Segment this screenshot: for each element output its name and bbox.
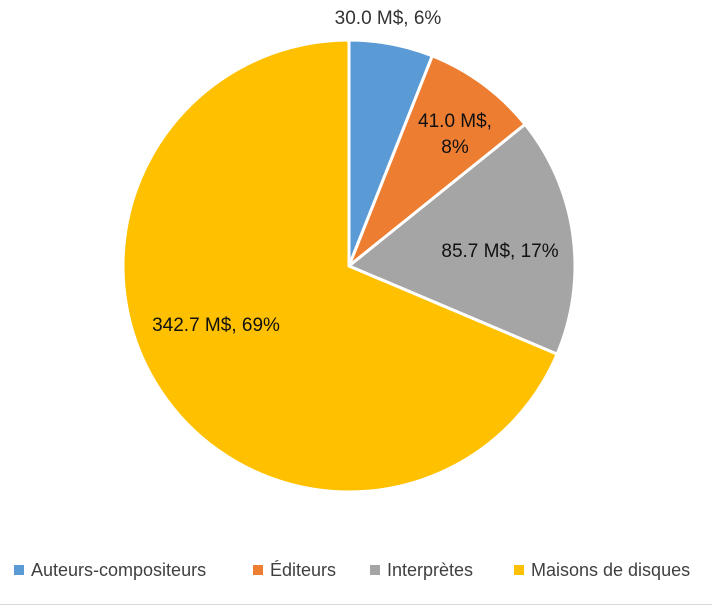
pie-slice-editeurs	[345, 53, 528, 271]
legend-swatch-auteurs-compositeurs	[14, 565, 24, 575]
legend-swatch-interpretes	[370, 565, 380, 575]
legend-swatch-maisons-de-disques	[514, 565, 524, 575]
legend: Auteurs-compositeurs Éditeurs Interprètes M…	[14, 560, 690, 580]
bottom-divider	[0, 604, 712, 605]
data-label-auteurs-compositeurs: 30.0 M$, 6%	[335, 8, 442, 29]
data-label-maisons-de-disques: 342.7 M$, 69%	[152, 315, 280, 336]
legend-label-editeurs: Éditeurs	[270, 560, 336, 580]
legend-swatch-editeurs	[253, 565, 263, 575]
data-labels-group: 30.0 M$, 6% 41.0 M$, 8% 85.7 M$, 17% 342.7 M…	[152, 8, 559, 336]
legend-item-auteurs-compositeurs: Auteurs-compositeurs	[14, 560, 206, 580]
legend-item-editeurs: Éditeurs	[253, 560, 336, 580]
legend-label-maisons-de-disques: Maisons de disques	[531, 560, 690, 580]
legend-label-interpretes: Interprètes	[387, 560, 473, 580]
pie-slice-maisons-de-disques	[121, 38, 560, 494]
data-label-interpretes: 85.7 M$, 17%	[441, 241, 558, 262]
legend-label-auteurs-compositeurs: Auteurs-compositeurs	[31, 560, 206, 580]
slices-group	[121, 38, 577, 494]
pie-slice-interpretes	[346, 122, 577, 357]
data-label-editeurs: 41.0 M$, 8%	[418, 111, 492, 158]
legend-item-interpretes: Interprètes	[370, 560, 473, 580]
legend-item-maisons-de-disques: Maisons de disques	[514, 560, 690, 580]
